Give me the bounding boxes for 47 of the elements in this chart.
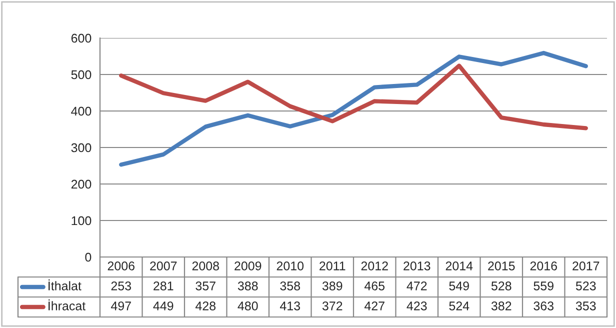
line-series — [119, 64, 588, 130]
legend-label: İthalat — [48, 279, 82, 290]
x-tick-label: 2013 — [404, 262, 430, 270]
data-label: 372 — [322, 302, 342, 310]
data-label: 413 — [280, 302, 300, 310]
data-label: 480 — [238, 302, 258, 310]
data-label: 465 — [364, 282, 385, 290]
data-label: 388 — [238, 282, 258, 290]
data-label: 523 — [576, 282, 596, 290]
y-tick-label: 400 — [71, 106, 92, 116]
y-tick-label: 500 — [71, 70, 92, 80]
data-label: 528 — [491, 282, 512, 290]
y-tick-label: 100 — [72, 216, 92, 226]
data-label: 472 — [406, 282, 427, 290]
y-tick-label: 200 — [71, 180, 92, 189]
legend-label: İhracat — [48, 299, 86, 310]
data-label: 549 — [449, 282, 469, 290]
x-tick-label: 2015 — [488, 262, 515, 270]
data-label: 382 — [491, 302, 512, 310]
x-tick-label: 2008 — [192, 262, 219, 270]
data-label: 524 — [449, 302, 470, 310]
data-label: 358 — [280, 282, 300, 290]
data-label: 353 — [576, 302, 596, 310]
x-tick-label: 2016 — [530, 262, 557, 270]
data-label: 428 — [195, 302, 216, 310]
x-tick-label: 2012 — [361, 262, 388, 270]
data-label: 357 — [196, 282, 216, 290]
y-tick-label: 0 — [85, 252, 92, 262]
data-label: 427 — [364, 302, 384, 310]
data-label: 423 — [406, 302, 427, 310]
data-label: 281 — [154, 282, 174, 290]
y-tick-label: 300 — [71, 143, 92, 152]
y-tick-label: 600 — [71, 34, 92, 43]
x-tick-label: 2009 — [234, 262, 262, 270]
x-tick-label: 2011 — [320, 262, 346, 270]
data-label: 559 — [534, 282, 554, 290]
x-tick-label: 2017 — [572, 262, 600, 270]
x-tick-label: 2007 — [150, 262, 177, 270]
x-tick-label: 2014 — [446, 262, 473, 270]
line-series — [119, 50, 588, 167]
data-label: 389 — [322, 282, 342, 290]
data-label: 497 — [110, 302, 131, 310]
x-tick-label: 2006 — [108, 262, 134, 270]
data-label: 449 — [153, 302, 174, 310]
x-tick-label: 2010 — [276, 262, 304, 270]
data-label: 363 — [534, 302, 554, 310]
data-label: 253 — [111, 282, 132, 290]
